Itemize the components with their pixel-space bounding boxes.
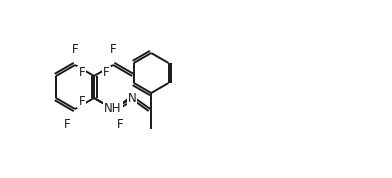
Text: F: F [117, 118, 124, 131]
Text: N: N [128, 91, 136, 104]
Text: F: F [110, 43, 116, 56]
Text: F: F [64, 118, 71, 131]
Text: F: F [78, 95, 85, 108]
Text: F: F [72, 43, 78, 56]
Text: F: F [103, 67, 110, 80]
Text: NH: NH [104, 103, 122, 116]
Text: F: F [78, 67, 85, 80]
